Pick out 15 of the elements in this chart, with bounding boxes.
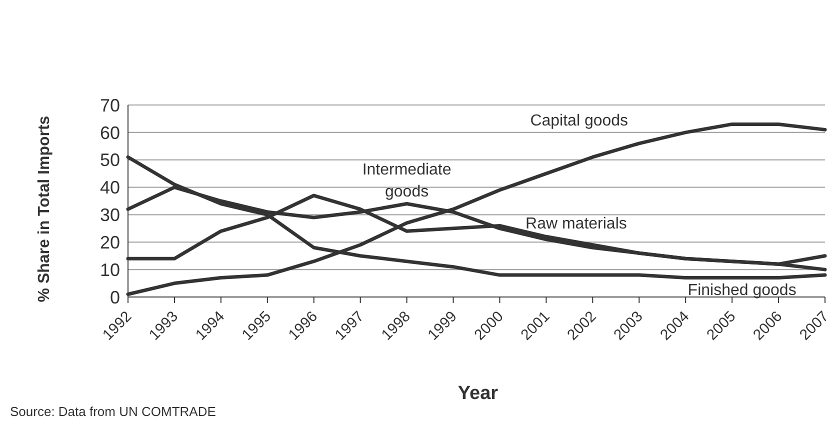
- y-tick-label: 10: [100, 260, 120, 280]
- y-tick-label: 60: [100, 122, 120, 143]
- y-tick-label: 70: [100, 95, 120, 116]
- y-axis-title: % Share in Total Imports: [36, 114, 54, 304]
- series-label: Finished goods: [688, 282, 796, 299]
- source-note: Source: Data from UN COMTRADE: [10, 404, 216, 419]
- y-tick-label: 50: [100, 150, 120, 170]
- y-tick-label: 0: [110, 287, 120, 308]
- y-tick-label: 20: [100, 232, 120, 253]
- x-axis-title: Year: [456, 383, 500, 405]
- series-label: Raw materials: [526, 216, 627, 233]
- series-label: Capital goods: [530, 112, 628, 130]
- series-label: Intermediate goods: [362, 162, 452, 201]
- y-tick-label: 40: [100, 178, 120, 198]
- y-tick-label: 30: [100, 205, 120, 226]
